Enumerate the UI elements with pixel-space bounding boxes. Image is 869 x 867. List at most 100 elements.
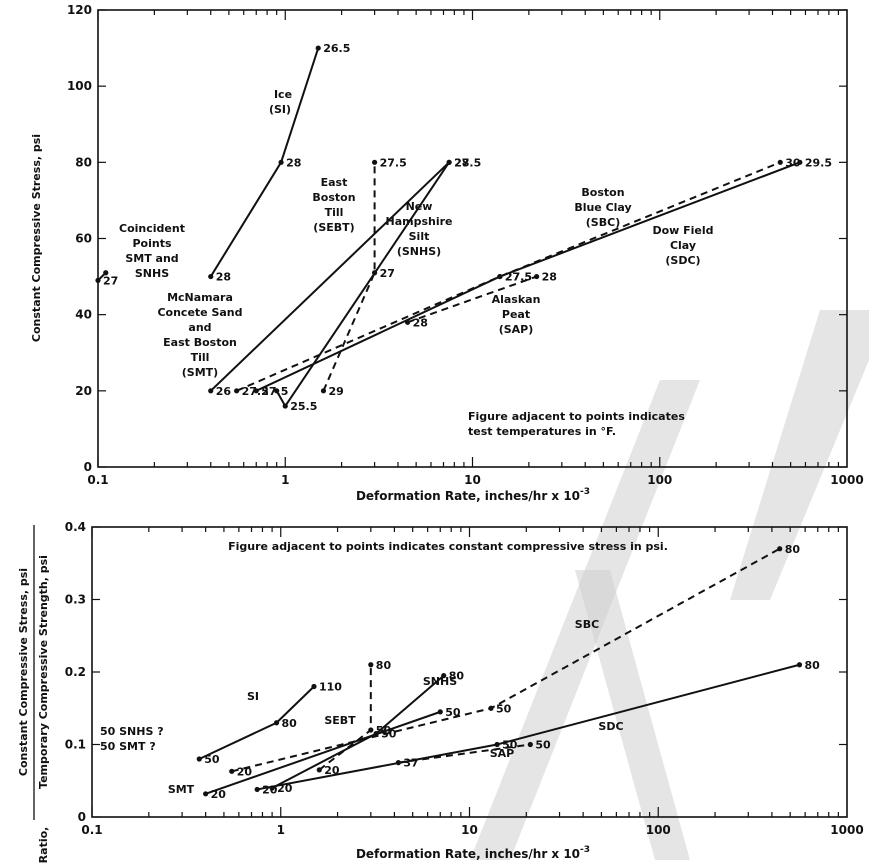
x-tick-label: 10 [461,823,478,837]
bottom-chart: 0.1 1 10 100 1000 00.10.20.30.4 508011020508… [17,520,864,863]
data-point [254,786,260,793]
y-tick-label: 0.1 [65,738,86,752]
point-label: 37 [403,757,418,770]
point-label: 28 [286,156,301,169]
point-label: 27.5 [380,156,407,169]
bottom-y-axis: 0 0.1 0.2 0.3 0.4 [65,520,847,824]
data-point [203,791,209,797]
x-tick-label: 10 [464,473,481,487]
y-tick-label: 0.4 [65,520,86,534]
point-label: 27.5 [261,385,288,398]
point-label: 80 [804,659,820,672]
label-coincident-4: SNHS [135,267,169,280]
point-label: 50 [204,753,220,766]
point-label: 20 [211,788,227,801]
label-coincident-3: SMT and [125,252,178,265]
data-point [534,273,540,280]
bottom-y-title-top: Constant Compressive Stress, psi [17,568,30,776]
data-point [395,760,401,766]
data-point [777,159,783,165]
data-point [796,662,803,668]
series-sap: 37 50 [395,739,551,770]
point-label: 27 [380,267,395,280]
point-label: 20 [237,765,253,778]
y-tick-label: 0 [84,460,92,474]
label-bbc-1: Boston [581,186,624,199]
bottom-label-snhs-side: 50 SNHS ? [100,725,164,738]
data-point [437,709,443,715]
bottom-label-sbc: SBC [575,618,599,631]
label-coincident-2: Points [132,237,171,250]
data-point [494,741,500,748]
data-point [278,159,284,165]
series-coincident-points-smt-and-snhs: 27 [95,270,118,287]
point-label: 110 [319,681,342,694]
data-point [371,159,378,165]
point-label: 26 [216,385,232,398]
data-point [234,388,240,394]
point-label: 80 [785,543,801,556]
data-point [229,768,235,774]
data-point [208,273,214,280]
y-tick-label: 0 [78,810,86,824]
series-sbc: 20 50 80 [229,543,801,778]
bottom-x-axis-title: Deformation Rate, inches/hr x 10-3 [356,845,590,861]
point-label: 27.5 [454,156,481,169]
label-bbc-3: (SBC) [586,216,620,229]
bottom-label-sdc: SDC [598,720,623,733]
y-tick-label: 120 [67,3,92,17]
label-ebt-3: Till [325,206,344,219]
series-sdc: 20 50 80 [254,659,820,796]
series-line [407,275,537,324]
data-point [527,741,533,748]
y-tick-label: 0.2 [65,665,86,679]
point-label: 50 [535,739,551,752]
label-ebt-4: (SEBT) [313,221,354,234]
label-mcnamara-6: (SMT) [182,366,218,379]
data-point [488,705,494,711]
label-dfc-3: (SDC) [665,254,700,267]
x-tick-label: 0.1 [81,823,102,837]
bottom-label-smt-side: 50 SMT ? [100,740,156,753]
label-mcnamara-2: Concete Sand [157,306,242,319]
top-annotations: Ice (SI) East Boston Till (SEBT) New Ham… [119,88,714,438]
bottom-plot-frame [91,526,848,818]
y-tick-label: 0.3 [65,593,86,607]
label-mcnamara-5: Till [191,351,210,364]
bottom-y-title-bottom: Temporary Compressive Strength, psi [37,555,50,789]
data-point [777,546,783,552]
data-point [311,683,317,690]
point-label: 20 [262,783,278,796]
data-point [273,720,280,726]
bottom-y-title-prefix: Ratio, [37,827,50,864]
bottom-label-sap: SAP [490,747,515,760]
point-label: 27.5 [505,271,532,284]
data-point [446,159,452,165]
bottom-annotations: Figure adjacent to points indicates cons… [100,540,668,796]
series-line [205,710,441,795]
point-label: 28 [542,271,557,284]
top-chart: 0.1 1 10 100 1000 0 20 40 60 80 100 120 28 28 26.5 29… [30,3,864,503]
point-label: 26.5 [323,42,350,55]
data-point [497,273,503,280]
point-label: 28 [216,271,231,284]
label-mcnamara-3: and [188,321,211,334]
series-line [210,161,450,392]
series-new-hampshire-silt-snhs-: 25.5 28 [274,156,469,413]
x-tick-label: 0.1 [87,473,108,487]
point-label: 80 [376,659,392,672]
y-tick-label: 80 [75,155,92,169]
point-label: 20 [324,764,340,777]
point-label: 27 [103,274,118,287]
data-point [274,388,280,394]
y-tick-label: 100 [67,79,92,93]
label-mcnamara-1: McNamara [167,291,233,304]
label-mcnamara-4: East Boston [163,336,237,349]
data-point [404,319,411,325]
bottom-label-snhs: SNHS [423,675,457,688]
label-dfc-2: Clay [670,239,696,252]
label-ice: Ice [274,88,292,101]
